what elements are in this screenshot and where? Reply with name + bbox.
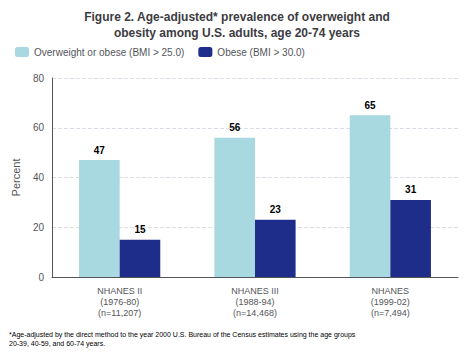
svg-text:Figure 2. Age-adjusted* preval: Figure 2. Age-adjusted* prevalence of ov… bbox=[84, 10, 390, 24]
svg-text:Overweight or obese (BMI > 25.: Overweight or obese (BMI > 25.0) bbox=[34, 47, 184, 58]
svg-text:20: 20 bbox=[33, 222, 45, 233]
svg-text:80: 80 bbox=[33, 73, 45, 84]
svg-text:(1988-94): (1988-94) bbox=[235, 297, 274, 307]
svg-text:20-39, 40-59, and 60-74 years.: 20-39, 40-59, and 60-74 years. bbox=[9, 340, 105, 348]
svg-text:(1976-80): (1976-80) bbox=[100, 297, 139, 307]
svg-text:*Age-adjusted by the direct me: *Age-adjusted by the direct method to th… bbox=[9, 331, 356, 339]
svg-text:Obese (BMI > 30.0): Obese (BMI > 30.0) bbox=[217, 47, 305, 58]
svg-text:(n=7,494): (n=7,494) bbox=[371, 308, 410, 318]
svg-text:NHANES III: NHANES III bbox=[231, 286, 279, 296]
svg-text:60: 60 bbox=[33, 122, 45, 133]
svg-text:40: 40 bbox=[33, 172, 45, 183]
svg-text:31: 31 bbox=[405, 184, 417, 195]
svg-text:0: 0 bbox=[38, 272, 44, 283]
svg-text:Percent: Percent bbox=[10, 159, 22, 197]
svg-text:(1999-02): (1999-02) bbox=[371, 297, 410, 307]
svg-text:15: 15 bbox=[134, 224, 146, 235]
svg-text:NHANES: NHANES bbox=[372, 286, 410, 296]
svg-text:65: 65 bbox=[364, 100, 376, 111]
svg-text:47: 47 bbox=[94, 145, 106, 156]
svg-text:(n=11,207): (n=11,207) bbox=[98, 308, 141, 318]
svg-text:23: 23 bbox=[270, 204, 282, 215]
svg-text:56: 56 bbox=[229, 122, 241, 133]
svg-text:obesity among U.S. adults, age: obesity among U.S. adults, age 20-74 yea… bbox=[114, 26, 360, 40]
svg-text:(n=14,468): (n=14,468) bbox=[233, 308, 277, 318]
svg-text:NHANES II: NHANES II bbox=[97, 286, 142, 296]
